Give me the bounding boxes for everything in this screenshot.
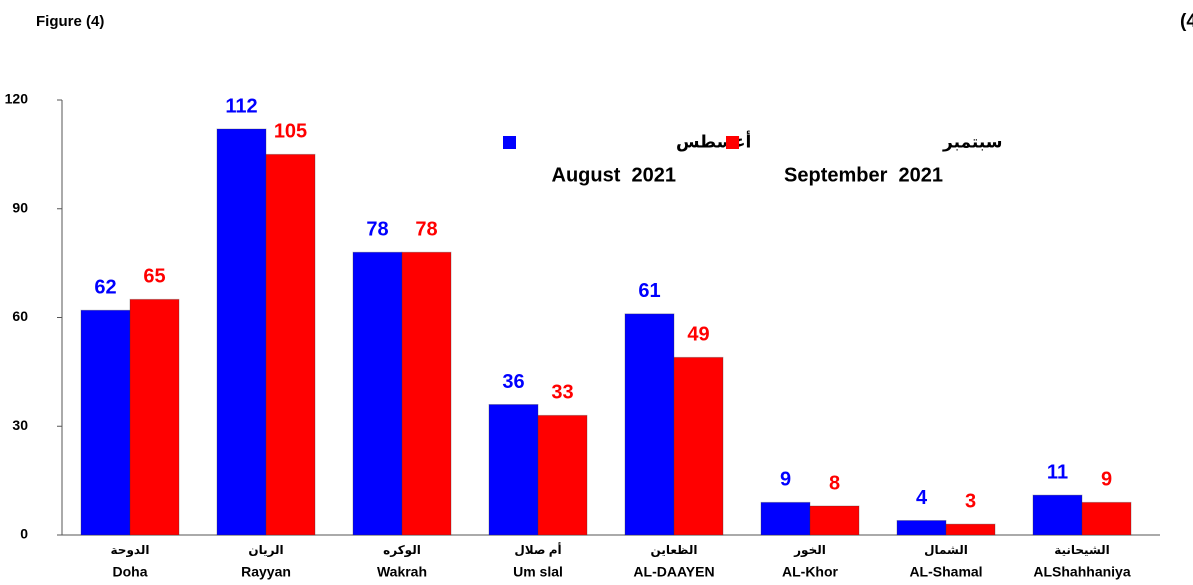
bar [809,505,860,536]
data-label: 8 [829,472,840,494]
legend-swatch [726,136,739,149]
chart-title: Figure (4) [36,13,104,30]
y-tick-label: 0 [20,526,28,542]
x-tick-label: AL-Khor [782,564,839,580]
data-label: 9 [1101,469,1112,491]
legend-label: September 2021 [784,164,943,186]
data-label: 65 [143,266,165,288]
legend-label-ar: سبتمبر [942,132,1003,152]
data-label: 105 [274,121,307,143]
data-label: 11 [1047,461,1068,483]
bar [760,501,811,536]
data-label: 9 [780,469,791,491]
x-tick-label-ar: الخور [793,543,826,558]
bar [624,313,675,536]
bar [488,404,539,536]
legend-swatch [503,136,516,149]
bar [945,523,996,536]
bar [1032,494,1083,536]
y-tick-label: 90 [12,199,28,215]
data-label: 33 [551,382,573,404]
y-tick-label: 60 [12,308,28,324]
x-tick-label-ar: الشيحانية [1054,543,1110,557]
x-tick-label-ar: الشمال [924,543,968,557]
data-label: 49 [687,324,709,346]
x-tick-label-ar: الدوحة [111,543,150,558]
data-label: 3 [965,490,976,512]
data-label: 78 [415,219,437,241]
x-tick-label: Doha [113,564,148,580]
bar [80,309,131,536]
x-tick-label: ALShahhaniya [1033,564,1130,580]
x-tick-label: AL-DAAYEN [633,564,714,580]
bar [129,298,180,536]
data-label: 78 [366,219,388,241]
x-tick-label-ar: أم صلال [514,542,561,558]
bar [537,414,588,536]
legend-label: August 2021 [552,164,676,186]
bar [1081,501,1132,536]
data-label: 61 [638,280,660,302]
y-tick-label: 30 [12,417,28,433]
bar [401,251,452,536]
data-label: 112 [225,95,257,117]
bar [352,251,403,536]
x-tick-label-ar: الريان [248,543,283,557]
x-tick-label: Rayyan [241,564,291,580]
data-label: 4 [916,487,928,509]
y-tick-label: 120 [5,91,29,107]
bar [216,128,267,536]
x-tick-label-ar: الظعاين [651,543,698,557]
x-tick-label: Wakrah [377,564,427,580]
bar [673,356,724,536]
x-tick-label: Um slal [513,564,563,580]
chart-title-ar: رسم بياني (4) [1180,11,1193,32]
x-tick-label-ar: الوكره [383,543,421,558]
data-label: 62 [94,277,116,299]
x-tick-label: AL-Shamal [909,564,982,580]
bar [265,153,316,536]
data-label: 36 [502,371,524,393]
legend-label-ar: أغسطس [676,130,751,151]
bar [896,520,947,536]
